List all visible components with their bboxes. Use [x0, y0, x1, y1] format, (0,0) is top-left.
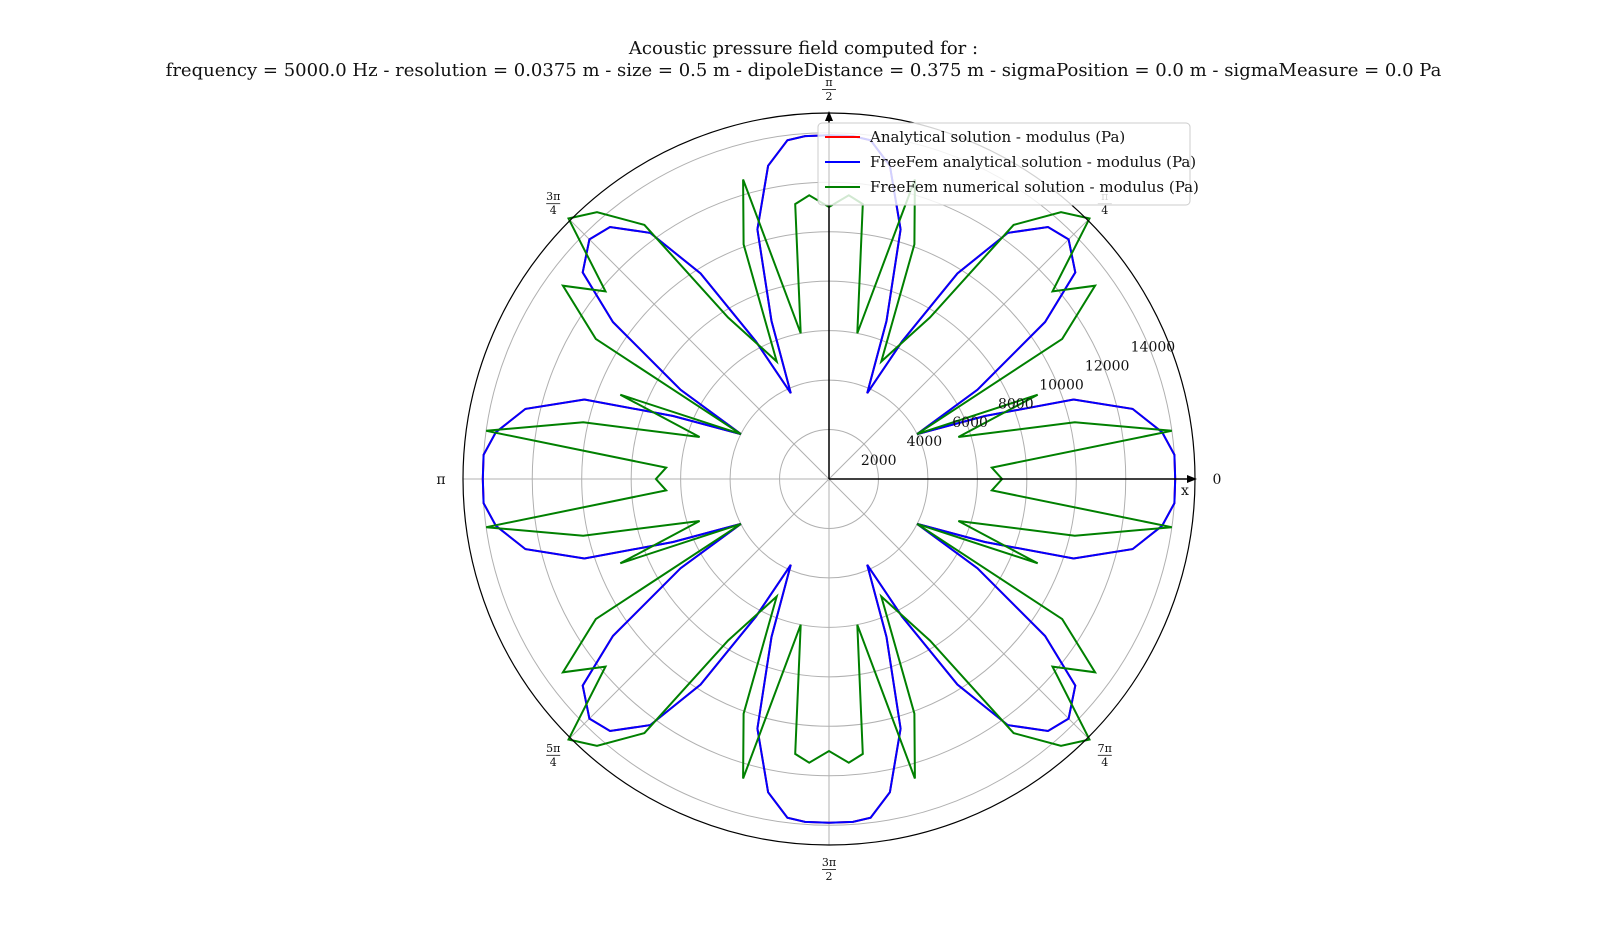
legend-box	[817, 122, 1191, 206]
angle-label: 3π4	[546, 190, 560, 217]
radial-tick-label: 4000	[907, 434, 943, 450]
series-layer	[481, 134, 1177, 824]
radial-tick-label: 6000	[952, 415, 988, 431]
legend-label: Analytical solution - modulus (Pa)	[869, 128, 1125, 146]
angle-label-numerator: 3π	[546, 190, 560, 203]
axes-layer: x	[462, 111, 1197, 846]
y-axis-arrowhead	[825, 111, 833, 121]
angle-label-denominator: 4	[1101, 204, 1108, 217]
angle-label-denominator: 4	[550, 756, 557, 769]
angle-label: 3π2	[822, 856, 836, 883]
x-axis-arrowhead	[1187, 475, 1197, 483]
angle-label: 0	[1213, 472, 1222, 488]
legend-label: FreeFem numerical solution - modulus (Pa…	[870, 178, 1199, 196]
radial-tick-label: 10000	[1039, 377, 1084, 393]
x-axis-label: x	[1181, 483, 1189, 499]
radial-tick-label: 12000	[1085, 358, 1130, 374]
grid-spoke	[828, 478, 1089, 739]
grid-spoke	[569, 478, 830, 739]
angle-label-numerator: 7π	[1098, 742, 1112, 755]
grid-spoke	[828, 219, 1089, 480]
angle-label-denominator: 2	[826, 870, 833, 883]
angle-label-denominator: 4	[1101, 756, 1108, 769]
angle-label: 5π4	[546, 742, 560, 769]
legend: Analytical solution - modulus (Pa) FreeFe…	[817, 122, 1199, 206]
series-line-3	[485, 179, 1173, 779]
radial-tick-label: 2000	[861, 453, 897, 469]
legend-label: FreeFem analytical solution - modulus (P…	[870, 153, 1196, 171]
angle-label-numerator: π	[825, 76, 832, 89]
angle-label-numerator: 5π	[546, 742, 560, 755]
chart-subtitle: frequency = 5000.0 Hz - resolution = 0.0…	[165, 60, 1442, 81]
grid-spoke	[569, 219, 830, 480]
angle-label-numerator: 3π	[822, 856, 836, 869]
angle-label-denominator: 2	[826, 90, 833, 103]
radial-tick-label: 8000	[998, 396, 1034, 412]
angle-label: 7π4	[1098, 742, 1112, 769]
angle-label-denominator: 4	[550, 204, 557, 217]
radial-tick-label: 14000	[1131, 340, 1176, 356]
chart-title: Acoustic pressure field computed for :	[628, 38, 979, 59]
angle-label: π2	[822, 76, 836, 103]
tick-labels: 20004000600080001000012000140000π4π23π4π…	[436, 76, 1221, 883]
angle-label: π	[436, 472, 445, 488]
